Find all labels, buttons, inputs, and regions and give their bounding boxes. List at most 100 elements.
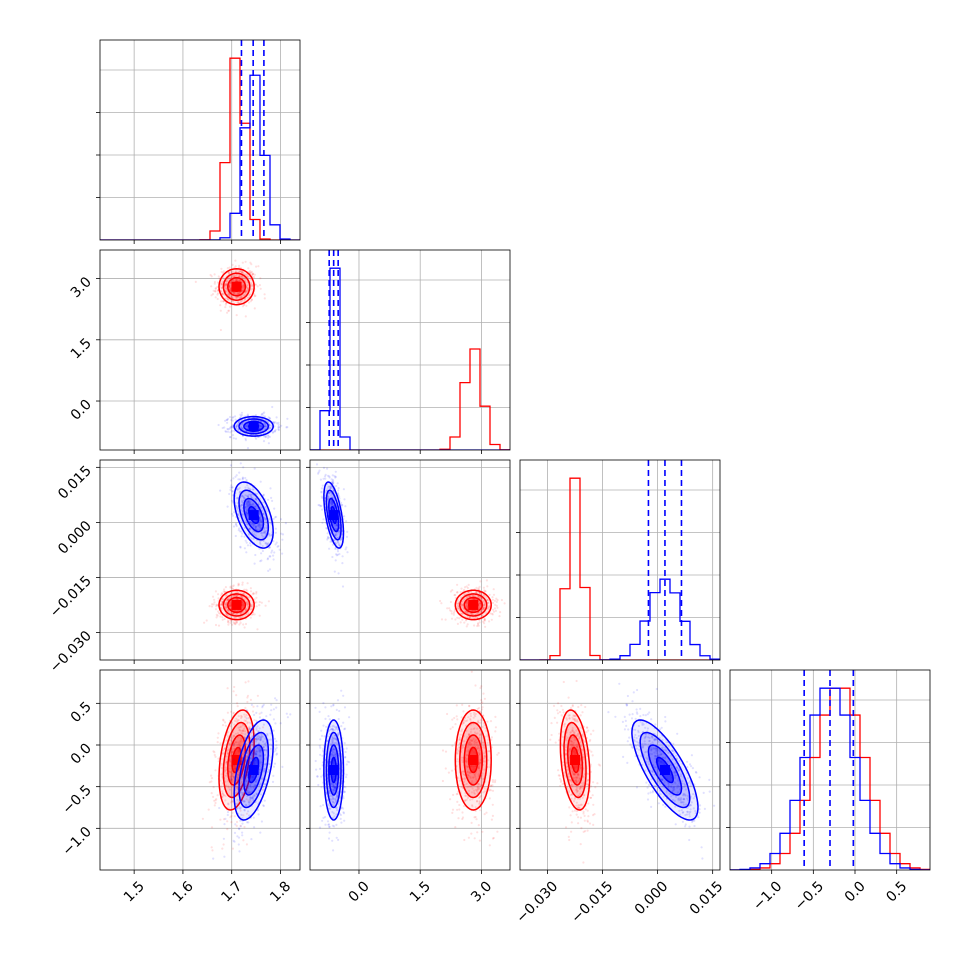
scatter-point	[230, 499, 234, 502]
scatter-point	[482, 620, 485, 623]
scatter-point	[252, 592, 255, 595]
scatter-point	[262, 746, 265, 749]
scatter-point	[241, 478, 244, 481]
scatter-point	[321, 521, 324, 525]
scatter-point	[230, 296, 233, 299]
scatter-point	[462, 804, 466, 808]
scatter-point	[237, 584, 240, 587]
scatter-point	[223, 590, 226, 594]
scatter-point	[326, 535, 329, 539]
y-tick-label: 1.5	[68, 335, 95, 362]
scatter-point	[249, 281, 252, 284]
scatter-point	[285, 712, 288, 715]
scatter-point	[320, 495, 323, 498]
scatter-point	[226, 298, 229, 301]
scatter-point	[463, 586, 467, 589]
scatter-point	[320, 487, 323, 490]
scatter-point	[221, 600, 224, 604]
scatter-point	[322, 518, 325, 521]
scatter-point	[233, 274, 236, 277]
scatter-point	[217, 593, 220, 596]
scatter-point	[247, 499, 250, 502]
scatter-point	[272, 422, 276, 425]
scatter-point	[475, 732, 478, 735]
scatter-point	[253, 598, 256, 601]
scatter-point	[235, 314, 238, 317]
scatter-point	[249, 488, 252, 491]
scatter-point	[258, 284, 261, 287]
scatter-point	[489, 784, 492, 787]
scatter-point	[220, 286, 223, 289]
scatter-point	[453, 742, 457, 745]
scatter-point	[478, 604, 481, 608]
scatter-point	[248, 501, 251, 504]
scatter-point	[472, 737, 475, 741]
scatter-point	[253, 719, 256, 722]
scatter-point	[480, 593, 483, 596]
scatter-point	[234, 622, 237, 625]
scatter-point	[331, 742, 334, 745]
scatter-point	[479, 686, 482, 690]
scatter-point	[246, 582, 249, 585]
scatter-point	[238, 527, 241, 530]
scatter-point	[238, 514, 241, 517]
scatter-point	[457, 746, 460, 749]
scatter-point	[477, 764, 480, 768]
scatter-point	[326, 537, 329, 540]
scatter-point	[472, 598, 475, 601]
scatter-point	[234, 270, 237, 273]
scatter-point	[453, 610, 456, 613]
scatter-point	[246, 709, 249, 712]
scatter-point	[323, 475, 327, 478]
scatter-point	[248, 488, 252, 491]
scatter-point	[261, 534, 264, 537]
scatter-point	[281, 538, 284, 541]
scatter-point	[253, 784, 256, 787]
scatter-point	[241, 817, 244, 820]
scatter-point	[478, 767, 481, 770]
scatter-point	[457, 606, 460, 609]
scatter-point	[231, 486, 234, 489]
scatter-point	[477, 721, 480, 724]
scatter-point	[237, 773, 240, 776]
scatter-point	[237, 488, 240, 491]
scatter-point	[250, 298, 253, 302]
scatter-point	[478, 761, 481, 764]
scatter-point	[460, 756, 464, 759]
scatter-point	[269, 555, 272, 558]
panel-0-0	[96, 39, 301, 244]
scatter-point	[491, 780, 495, 784]
scatter-point	[254, 525, 257, 528]
scatter-point	[327, 496, 330, 499]
scatter-point	[342, 694, 345, 697]
scatter-point	[242, 495, 245, 498]
scatter-point	[252, 799, 255, 802]
scatter-point	[255, 728, 258, 732]
scatter-point	[262, 769, 265, 772]
scatter-point	[220, 267, 223, 270]
scatter-point	[245, 779, 248, 783]
scatter-point	[233, 840, 236, 843]
scatter-point	[223, 284, 227, 287]
scatter-point	[229, 586, 232, 589]
scatter-point	[463, 838, 466, 842]
scatter-point	[210, 777, 214, 780]
scatter-point	[268, 546, 271, 549]
scatter-point	[465, 758, 468, 761]
scatter-point	[469, 743, 472, 746]
scatter-point	[472, 727, 475, 731]
scatter-point	[245, 843, 248, 846]
scatter-point	[490, 784, 493, 787]
scatter-point	[265, 508, 268, 511]
scatter-point	[274, 722, 277, 725]
scatter-point	[329, 504, 332, 507]
scatter-point	[489, 612, 492, 615]
scatter-point	[338, 532, 341, 535]
scatter-point	[327, 837, 331, 840]
scatter-point	[229, 435, 232, 439]
scatter-point	[327, 485, 330, 488]
scatter-point	[258, 614, 261, 617]
scatter-point	[253, 794, 256, 797]
scatter-point	[232, 712, 235, 715]
scatter-point	[456, 591, 459, 594]
